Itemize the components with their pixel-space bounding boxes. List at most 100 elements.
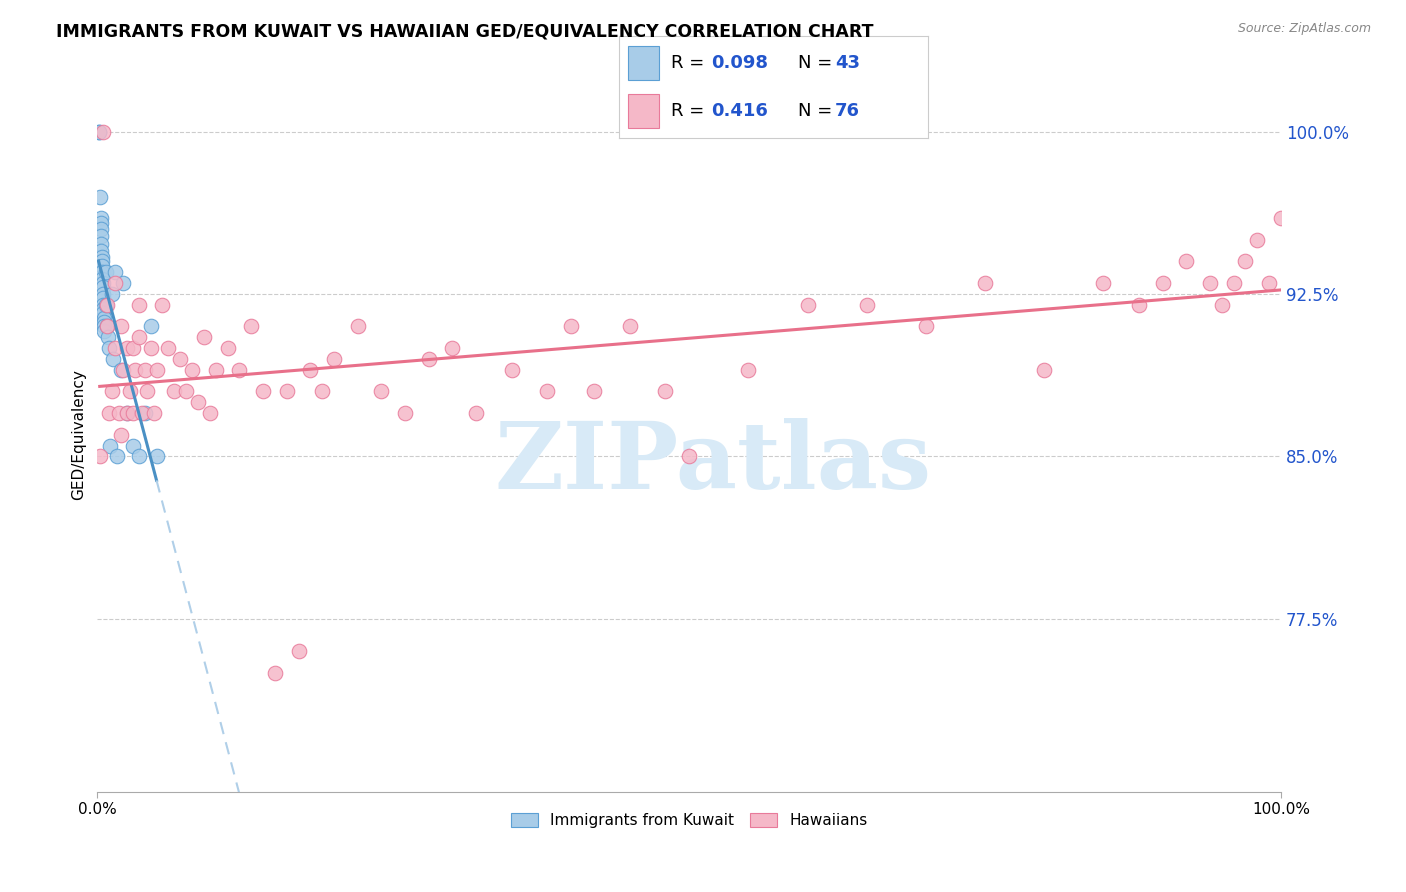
Point xyxy=(107,450,129,464)
Point xyxy=(91,291,114,305)
Point xyxy=(89,450,111,464)
Point xyxy=(100,287,122,301)
Point xyxy=(136,384,159,399)
Point xyxy=(1211,298,1233,312)
Point xyxy=(90,228,112,243)
Point xyxy=(157,341,180,355)
Point xyxy=(121,438,143,452)
Point xyxy=(1033,363,1056,377)
Point xyxy=(134,406,156,420)
Point xyxy=(110,427,132,442)
Point xyxy=(87,125,110,139)
Point xyxy=(93,324,115,338)
Point xyxy=(101,351,124,366)
Legend: Immigrants from Kuwait, Hawaiians: Immigrants from Kuwait, Hawaiians xyxy=(505,806,873,834)
Point xyxy=(98,438,121,452)
Point xyxy=(264,665,287,680)
Point xyxy=(91,250,114,264)
Point xyxy=(152,298,174,312)
Point xyxy=(139,319,162,334)
Point xyxy=(1152,276,1174,290)
Point xyxy=(143,406,166,420)
Point xyxy=(619,319,641,334)
Point xyxy=(128,450,150,464)
Point xyxy=(1270,211,1292,226)
Point xyxy=(181,363,204,377)
Point xyxy=(855,298,877,312)
Point xyxy=(97,330,120,344)
Text: 0.098: 0.098 xyxy=(711,54,769,72)
Point xyxy=(128,298,150,312)
Text: Source: ZipAtlas.com: Source: ZipAtlas.com xyxy=(1237,22,1371,36)
Text: N =: N = xyxy=(799,102,838,120)
Point xyxy=(193,330,215,344)
Point xyxy=(1246,233,1268,247)
Point xyxy=(915,319,938,334)
Point xyxy=(287,644,309,658)
Point xyxy=(276,384,298,399)
Point xyxy=(394,406,416,420)
Point xyxy=(139,341,162,355)
Point xyxy=(96,319,118,334)
Point xyxy=(204,363,226,377)
Point xyxy=(323,351,346,366)
Point xyxy=(501,363,523,377)
Point xyxy=(131,406,153,420)
Point xyxy=(91,259,114,273)
Point xyxy=(163,384,186,399)
Point xyxy=(346,319,368,334)
Point xyxy=(560,319,582,334)
Point xyxy=(124,363,146,377)
Point xyxy=(94,265,117,279)
Point xyxy=(115,406,138,420)
Point xyxy=(441,341,464,355)
Point xyxy=(583,384,606,399)
Point xyxy=(90,222,112,236)
Point xyxy=(91,265,114,279)
Point xyxy=(418,351,440,366)
Point xyxy=(654,384,676,399)
Point xyxy=(1175,254,1198,268)
Point xyxy=(98,406,121,420)
Point xyxy=(174,384,197,399)
Point xyxy=(90,211,112,226)
Point xyxy=(91,280,114,294)
Point xyxy=(169,351,191,366)
Text: R =: R = xyxy=(671,54,710,72)
Point xyxy=(91,287,114,301)
Point xyxy=(128,330,150,344)
Y-axis label: GED/Equivalency: GED/Equivalency xyxy=(72,369,86,500)
Point xyxy=(120,384,142,399)
Point xyxy=(1258,276,1281,290)
Point xyxy=(217,341,239,355)
Point xyxy=(89,189,111,203)
Point xyxy=(678,450,700,464)
Point xyxy=(96,319,118,334)
Point xyxy=(90,237,112,252)
Point xyxy=(465,406,488,420)
Point xyxy=(91,254,114,268)
Point xyxy=(796,298,818,312)
Point xyxy=(121,406,143,420)
Point xyxy=(90,215,112,229)
Point xyxy=(96,298,118,312)
Point xyxy=(110,363,132,377)
Text: 0.416: 0.416 xyxy=(711,102,768,120)
Point xyxy=(311,384,333,399)
Point xyxy=(370,384,392,399)
Text: 76: 76 xyxy=(835,102,860,120)
Bar xyxy=(628,45,659,79)
Point xyxy=(112,276,135,290)
Point xyxy=(115,341,138,355)
Point xyxy=(91,302,114,317)
Point xyxy=(91,276,114,290)
Point xyxy=(145,450,167,464)
Text: ZIPatlas: ZIPatlas xyxy=(495,418,931,508)
Point xyxy=(104,276,127,290)
Point xyxy=(737,363,759,377)
Point xyxy=(107,406,129,420)
Point xyxy=(94,298,117,312)
Point xyxy=(974,276,997,290)
Point xyxy=(90,244,112,258)
Point xyxy=(87,125,110,139)
